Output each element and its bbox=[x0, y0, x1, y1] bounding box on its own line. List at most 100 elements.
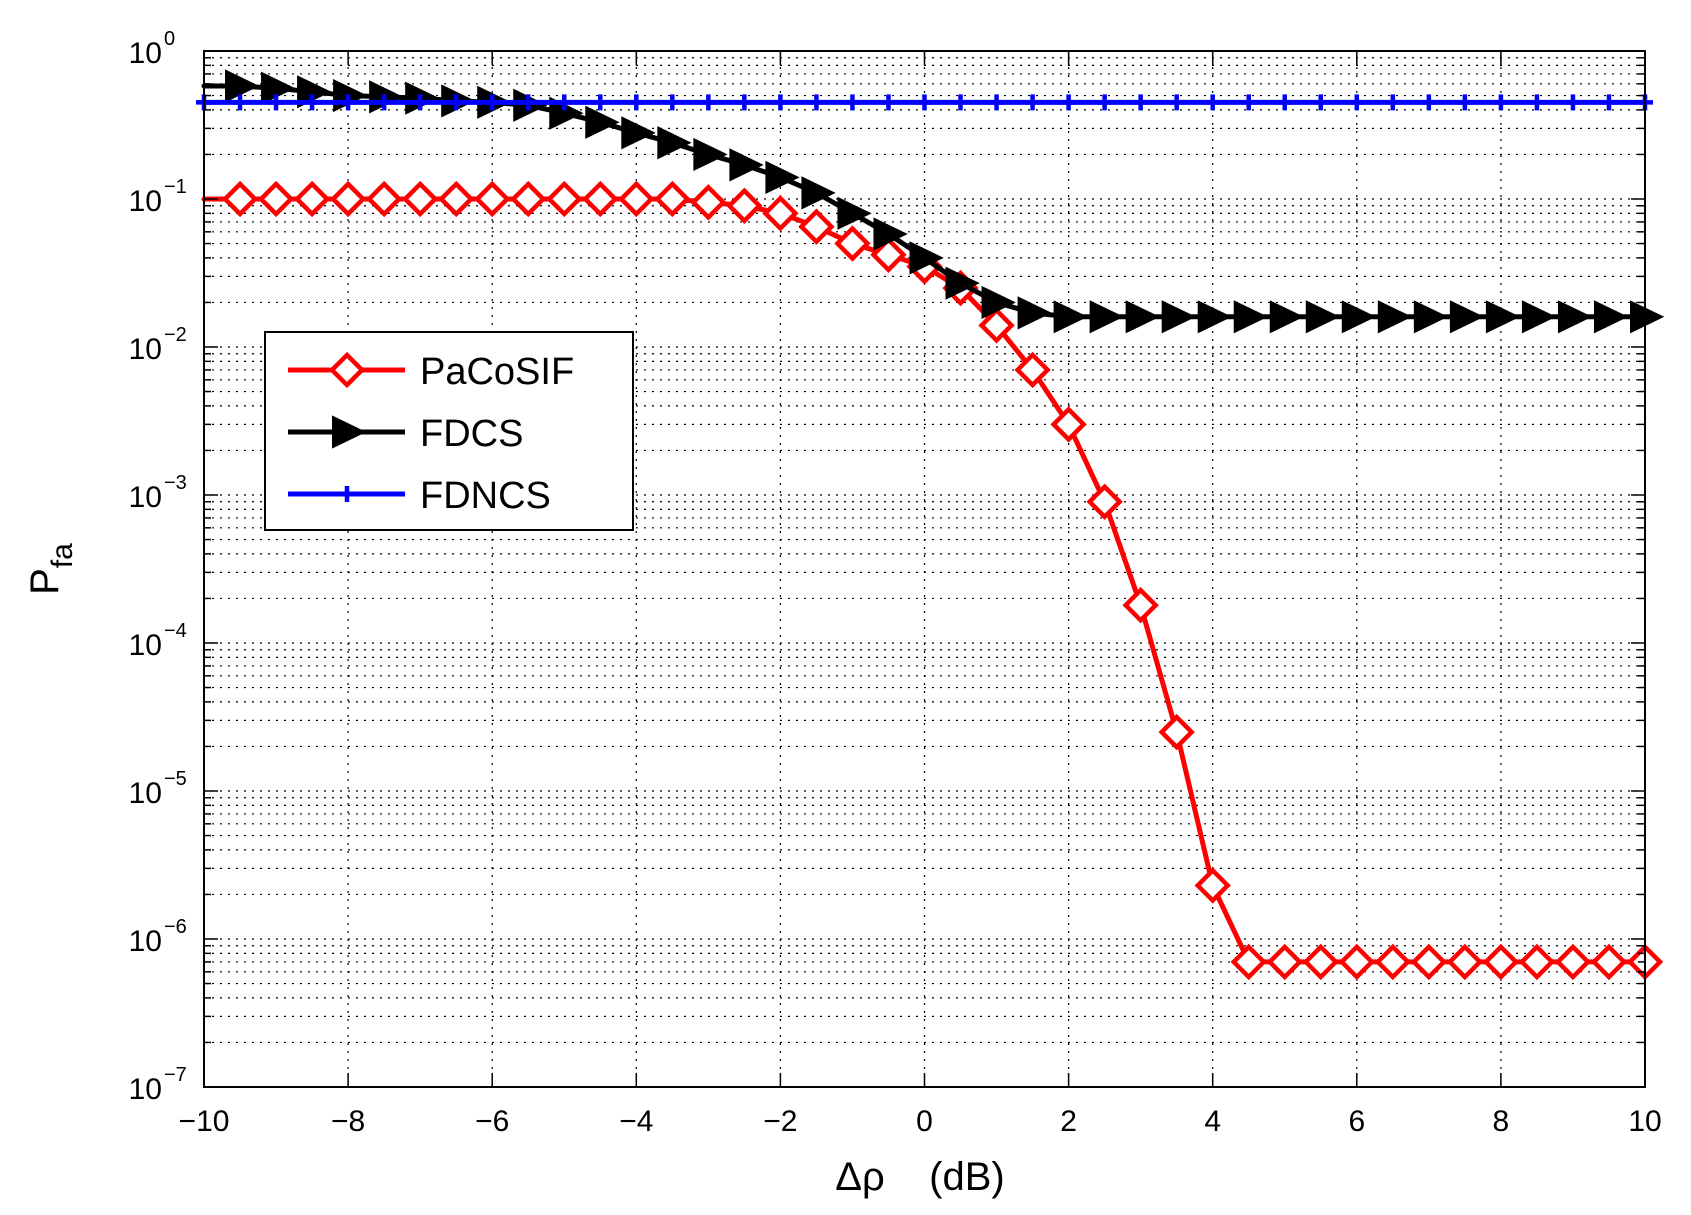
data-point-fdcs bbox=[981, 285, 1016, 320]
data-point-fdcs bbox=[801, 176, 836, 210]
y-tick-label: 10 −4 bbox=[129, 620, 187, 662]
data-point-pacosif bbox=[1410, 943, 1448, 981]
data-point-fdncs bbox=[1600, 94, 1617, 111]
data-point-fdcs bbox=[1161, 300, 1196, 334]
data-point-fdncs bbox=[952, 94, 969, 111]
y-tick-label-base: 10 bbox=[129, 185, 162, 218]
data-point-fdcs bbox=[765, 160, 800, 194]
data-point-pacosif bbox=[618, 180, 655, 218]
data-point-fdncs bbox=[1096, 94, 1113, 111]
data-point-fdcs bbox=[1413, 300, 1449, 334]
ticks bbox=[203, 51, 1646, 1088]
data-point-pacosif bbox=[1086, 483, 1123, 520]
y-tick-label-base: 10 bbox=[129, 481, 162, 514]
data-point-fdncs bbox=[700, 94, 717, 111]
data-point-fdncs bbox=[232, 94, 249, 111]
data-point-pacosif bbox=[1302, 943, 1339, 981]
svg-text:Pfa: Pfa bbox=[23, 543, 79, 595]
data-point-fdcs bbox=[1377, 300, 1413, 334]
y-tick-label-exponent: −4 bbox=[164, 620, 187, 642]
data-point-pacosif bbox=[1374, 943, 1412, 981]
data-point-pacosif bbox=[1266, 943, 1303, 981]
data-point-fdncs bbox=[448, 94, 465, 111]
x-tick-labels: −10 −8 −6 −4 −2 0 2 4 6 8 10 bbox=[179, 1105, 1662, 1138]
data-point-pacosif bbox=[510, 180, 547, 218]
x-tick-label: 4 bbox=[1204, 1105, 1221, 1138]
data-point-pacosif bbox=[365, 180, 403, 218]
data-point-fdcs bbox=[585, 105, 620, 139]
data-point-pacosif bbox=[1050, 406, 1087, 443]
data-point-fdcs bbox=[621, 116, 656, 150]
data-point-pacosif bbox=[293, 180, 331, 218]
y-tick-label-exponent: −6 bbox=[164, 916, 187, 938]
data-point-fdcs bbox=[1053, 300, 1088, 334]
data-point-fdcs bbox=[873, 217, 908, 251]
data-point-fdcs bbox=[909, 241, 944, 275]
data-point-pacosif bbox=[690, 184, 727, 221]
data-point-fdncs bbox=[268, 94, 285, 111]
data-point-pacosif bbox=[1158, 713, 1195, 751]
data-point-fdncs bbox=[1492, 94, 1509, 111]
data-point-fdcs bbox=[1485, 300, 1521, 334]
data-point-fdncs bbox=[1348, 94, 1365, 111]
data-point-fdncs bbox=[484, 94, 501, 111]
legend-marker-shape bbox=[339, 486, 355, 502]
y-tick-label-base: 10 bbox=[129, 925, 162, 958]
data-point-fdncs bbox=[844, 94, 861, 111]
data-point-fdcs bbox=[693, 137, 728, 172]
data-point-pacosif bbox=[474, 180, 511, 218]
legend-marker-shape bbox=[332, 415, 367, 449]
x-tick-label: 2 bbox=[1060, 1105, 1077, 1138]
data-point-fdncs bbox=[916, 94, 933, 111]
legend-entry-pacosif: PaCoSIF bbox=[288, 351, 574, 393]
data-point-fdncs bbox=[880, 94, 897, 111]
data-point-pacosif bbox=[870, 236, 907, 273]
data-point-fdncs bbox=[1132, 94, 1149, 111]
data-point-fdcs bbox=[1341, 300, 1377, 334]
x-axis-title: Δρ (dB) bbox=[835, 1155, 1005, 1199]
y-tick-label-base: 10 bbox=[129, 777, 162, 810]
data-point-fdncs bbox=[1240, 94, 1257, 111]
legend-marker-shape bbox=[328, 351, 366, 389]
legend-marker-fdncs bbox=[339, 486, 355, 502]
legend: PaCoSIF FDCS FDNCS bbox=[264, 331, 634, 531]
data-point-fdcs bbox=[1630, 300, 1665, 334]
data-point-pacosif bbox=[221, 180, 259, 218]
data-point-pacosif bbox=[401, 180, 439, 218]
data-point-fdncs bbox=[1312, 94, 1329, 111]
data-point-pacosif bbox=[1518, 943, 1556, 981]
legend-marker-pacosif bbox=[328, 351, 366, 389]
series-group bbox=[196, 69, 1665, 981]
y-tick-label: 10 −7 bbox=[129, 1064, 187, 1106]
data-point-fdncs bbox=[556, 94, 573, 111]
data-point-fdncs bbox=[1564, 94, 1581, 111]
y-tick-label: 10 −5 bbox=[129, 768, 187, 810]
x-tick-label: −10 bbox=[179, 1105, 230, 1138]
data-point-fdcs bbox=[729, 148, 764, 182]
data-point-fdcs bbox=[1449, 300, 1485, 334]
data-point-pacosif bbox=[582, 180, 619, 218]
data-point-fdcs bbox=[1593, 300, 1629, 334]
data-point-fdncs bbox=[1024, 94, 1041, 111]
x-tick-label: −4 bbox=[619, 1105, 653, 1138]
data-point-pacosif bbox=[1590, 943, 1628, 981]
legend-entry-fdcs: FDCS bbox=[288, 413, 523, 455]
data-point-pacosif bbox=[654, 180, 691, 218]
y-tick-label-base: 10 bbox=[129, 37, 162, 70]
y-axis-title-subscript: fa bbox=[46, 543, 79, 568]
data-point-pacosif bbox=[762, 195, 799, 232]
x-tick-label: 0 bbox=[916, 1105, 933, 1138]
legend-marker-fdcs bbox=[332, 415, 367, 449]
data-point-fdncs bbox=[412, 94, 429, 111]
data-point-fdcs bbox=[1197, 300, 1232, 334]
data-point-fdncs bbox=[1060, 94, 1077, 111]
data-point-pacosif bbox=[798, 208, 835, 245]
data-point-fdncs bbox=[1276, 94, 1293, 111]
data-point-fdcs bbox=[1017, 296, 1052, 330]
data-point-pacosif bbox=[1014, 351, 1051, 389]
data-point-fdncs bbox=[772, 94, 789, 111]
data-point-pacosif bbox=[257, 180, 295, 218]
legend-label-fdcs: FDCS bbox=[420, 413, 523, 455]
y-tick-label-exponent: 0 bbox=[164, 28, 175, 50]
